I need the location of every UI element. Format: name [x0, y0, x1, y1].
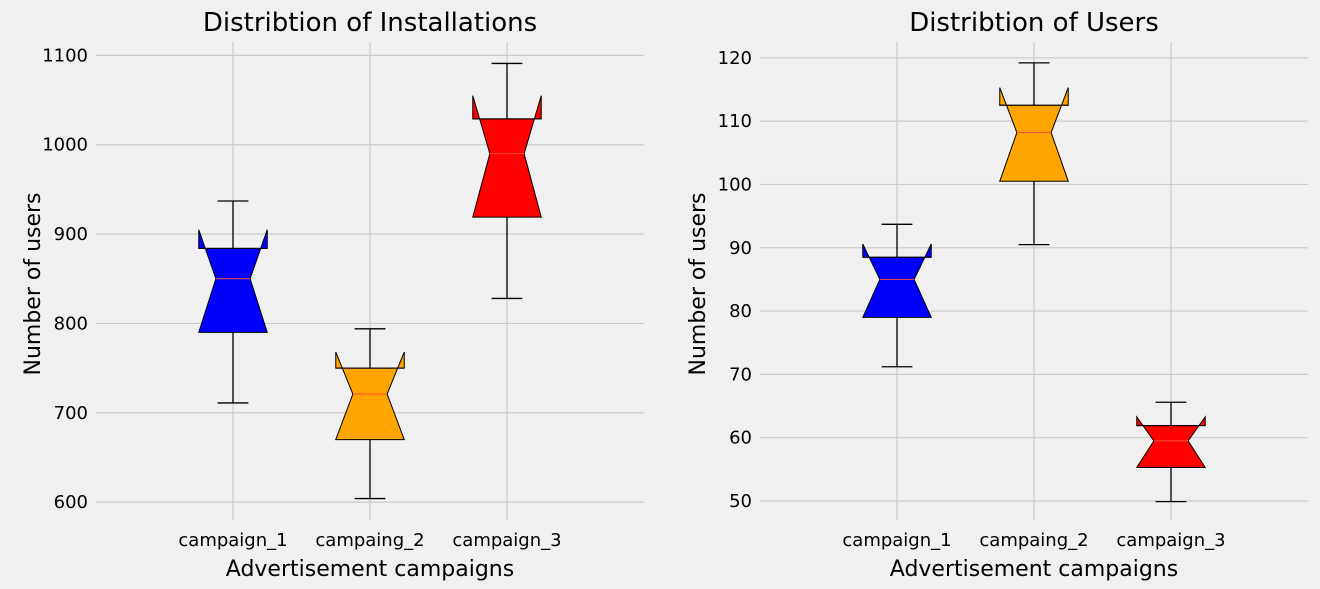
y-tick-label: 600: [54, 492, 88, 513]
y-tick-label: 90: [729, 238, 752, 259]
chart-users: Distribtion of Users 50 60 70 80 90 100 110 120…: [686, 8, 1308, 582]
y-tick-label: 900: [54, 224, 88, 245]
x-tick-label: campaing_2: [979, 530, 1088, 551]
y-tick-label: 110: [718, 111, 752, 132]
box-campaing_2: [999, 62, 1069, 246]
box-campaing_2: [335, 328, 405, 500]
box-campaign_3: [1135, 401, 1207, 503]
box-campaign_3: [472, 62, 542, 300]
x-axis-title: Advertisement campaigns: [890, 557, 1178, 582]
x-axis-title: Advertisement campaigns: [226, 557, 514, 582]
y-tick-label: 100: [718, 174, 752, 195]
chart-title: Distribtion of Users: [909, 8, 1159, 38]
y-tick-label: 50: [729, 491, 752, 512]
y-tick-label: 70: [729, 364, 752, 385]
x-tick-label: campaign_1: [842, 530, 951, 551]
chart-installations: Distribtion of Installations 600 700 800 90…: [21, 8, 644, 582]
y-tick-label: 1100: [42, 45, 88, 66]
y-tick-label: 80: [729, 301, 752, 322]
y-tick-label: 1000: [42, 135, 88, 156]
x-tick-label: campaing_2: [315, 530, 424, 551]
y-axis-title: Number of users: [686, 192, 711, 375]
y-tick-label: 60: [729, 428, 752, 449]
box-campaign_1: [198, 200, 268, 404]
y-tick-label: 120: [718, 48, 752, 69]
x-tick-label: campaign_3: [1116, 530, 1225, 551]
x-tick-label: campaign_1: [178, 530, 287, 551]
x-tick-label: campaign_3: [452, 530, 561, 551]
grid: [760, 42, 1308, 520]
box-campaign_1: [861, 223, 933, 368]
y-tick-label: 700: [54, 403, 88, 424]
chart-title: Distribtion of Installations: [203, 8, 537, 38]
y-axis-title: Number of users: [21, 192, 46, 375]
plot-area: 600 700 800 900 1000 1100 campaign_1 campaing_2…: [42, 42, 644, 551]
y-tick-label: 800: [54, 313, 88, 334]
plot-area: 50 60 70 80 90 100 110 120 campaign_1 campaing_2 c…: [718, 42, 1308, 551]
